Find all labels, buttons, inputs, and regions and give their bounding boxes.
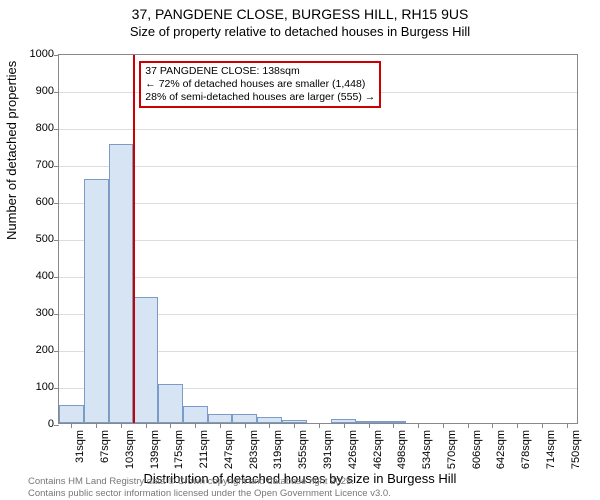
annotation-title: 37 PANGDENE CLOSE: 138sqm bbox=[145, 65, 375, 78]
y-tick bbox=[54, 166, 59, 167]
y-tick-label: 900 bbox=[14, 85, 54, 97]
x-tick bbox=[393, 423, 394, 428]
y-tick bbox=[54, 129, 59, 130]
x-tick bbox=[170, 423, 171, 428]
x-tick-label: 211sqm bbox=[198, 430, 210, 468]
x-tick bbox=[220, 423, 221, 428]
x-tick bbox=[121, 423, 122, 428]
histogram-bar bbox=[109, 144, 134, 423]
histogram-bar bbox=[59, 405, 84, 424]
page-title-address: 37, PANGDENE CLOSE, BURGESS HILL, RH15 9… bbox=[0, 6, 600, 22]
y-tick-label: 0 bbox=[14, 418, 54, 430]
x-tick-label: 714sqm bbox=[545, 430, 557, 469]
x-tick-label: 139sqm bbox=[149, 430, 161, 469]
x-tick bbox=[195, 423, 196, 428]
annotation-smaller: ← 72% of detached houses are smaller (1,… bbox=[145, 78, 375, 91]
x-tick bbox=[319, 423, 320, 428]
y-tick-label: 200 bbox=[14, 344, 54, 356]
x-tick bbox=[344, 423, 345, 428]
histogram-bar bbox=[158, 384, 183, 423]
x-tick bbox=[418, 423, 419, 428]
x-tick bbox=[443, 423, 444, 428]
y-tick-label: 800 bbox=[14, 122, 54, 134]
property-marker-line bbox=[133, 55, 135, 423]
x-tick bbox=[517, 423, 518, 428]
histogram-bar bbox=[133, 297, 158, 423]
x-tick bbox=[71, 423, 72, 428]
x-tick-label: 606sqm bbox=[471, 430, 483, 469]
x-tick-label: 31sqm bbox=[74, 430, 86, 463]
annotation-box: 37 PANGDENE CLOSE: 138sqm← 72% of detach… bbox=[139, 61, 381, 108]
grid-line bbox=[59, 203, 577, 204]
x-tick bbox=[492, 423, 493, 428]
x-tick bbox=[567, 423, 568, 428]
x-tick-label: 462sqm bbox=[372, 430, 384, 469]
histogram-bar bbox=[183, 406, 208, 423]
y-tick bbox=[54, 203, 59, 204]
histogram-bar bbox=[232, 414, 257, 423]
x-tick-label: 534sqm bbox=[421, 430, 433, 469]
x-tick-label: 570sqm bbox=[446, 430, 458, 469]
y-tick bbox=[54, 92, 59, 93]
footer-line1: Contains HM Land Registry data © Crown c… bbox=[28, 476, 391, 487]
x-tick bbox=[542, 423, 543, 428]
x-tick-label: 750sqm bbox=[570, 430, 582, 469]
grid-line bbox=[59, 166, 577, 167]
page-title-desc: Size of property relative to detached ho… bbox=[0, 24, 600, 39]
y-tick bbox=[54, 388, 59, 389]
x-tick-label: 355sqm bbox=[297, 430, 309, 469]
x-tick bbox=[369, 423, 370, 428]
grid-line bbox=[59, 277, 577, 278]
y-tick bbox=[54, 351, 59, 352]
x-tick-label: 391sqm bbox=[322, 430, 334, 469]
x-tick-label: 283sqm bbox=[248, 430, 260, 469]
y-tick bbox=[54, 425, 59, 426]
x-tick-label: 247sqm bbox=[223, 430, 235, 469]
x-tick-label: 678sqm bbox=[520, 430, 532, 469]
y-tick bbox=[54, 314, 59, 315]
x-tick bbox=[269, 423, 270, 428]
y-tick bbox=[54, 55, 59, 56]
histogram-chart: 37 PANGDENE CLOSE: 138sqm← 72% of detach… bbox=[58, 54, 578, 424]
x-tick-label: 103sqm bbox=[124, 430, 136, 469]
y-tick-label: 300 bbox=[14, 307, 54, 319]
x-tick bbox=[245, 423, 246, 428]
x-tick bbox=[468, 423, 469, 428]
x-tick bbox=[96, 423, 97, 428]
histogram-bar bbox=[208, 414, 233, 423]
y-tick bbox=[54, 240, 59, 241]
x-tick bbox=[294, 423, 295, 428]
x-tick-label: 175sqm bbox=[173, 430, 185, 469]
y-tick bbox=[54, 277, 59, 278]
y-tick-label: 600 bbox=[14, 196, 54, 208]
y-tick-label: 100 bbox=[14, 381, 54, 393]
x-tick-label: 498sqm bbox=[396, 430, 408, 469]
x-tick-label: 426sqm bbox=[347, 430, 359, 469]
x-tick bbox=[146, 423, 147, 428]
histogram-bar bbox=[84, 179, 109, 423]
x-tick-label: 642sqm bbox=[495, 430, 507, 469]
y-tick-label: 400 bbox=[14, 270, 54, 282]
annotation-larger: 28% of semi-detached houses are larger (… bbox=[145, 91, 375, 104]
grid-line bbox=[59, 129, 577, 130]
y-tick-label: 1000 bbox=[14, 48, 54, 60]
x-tick-label: 319sqm bbox=[272, 430, 284, 469]
footer-attribution: Contains HM Land Registry data © Crown c… bbox=[28, 476, 391, 499]
x-tick-label: 67sqm bbox=[99, 430, 111, 463]
grid-line bbox=[59, 240, 577, 241]
y-tick-label: 700 bbox=[14, 159, 54, 171]
y-tick-label: 500 bbox=[14, 233, 54, 245]
footer-line2: Contains public sector information licen… bbox=[28, 488, 391, 499]
